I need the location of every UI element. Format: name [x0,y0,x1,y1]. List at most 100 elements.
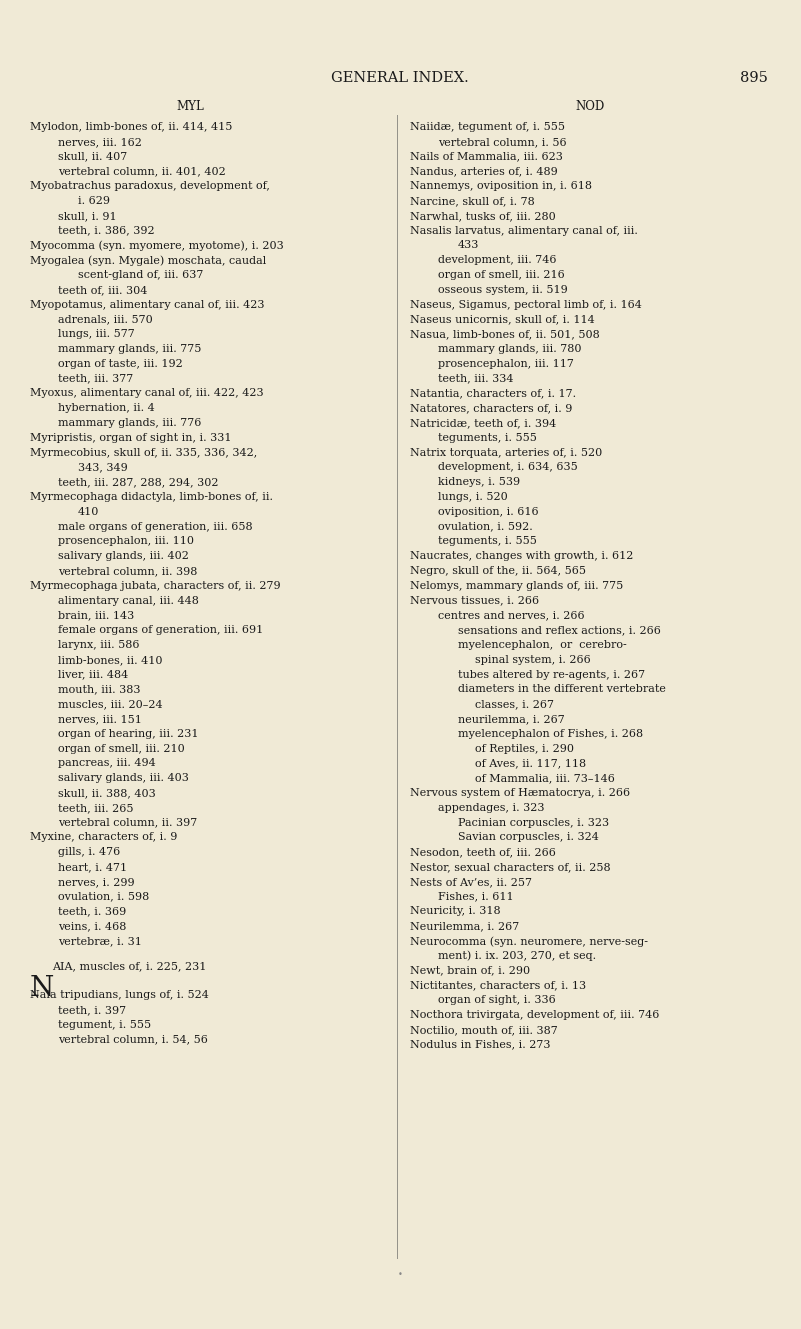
Text: brain, iii. 143: brain, iii. 143 [58,610,135,621]
Text: N: N [30,975,54,1002]
Text: Myrmecophaga didactyla, limb-bones of, ii.: Myrmecophaga didactyla, limb-bones of, i… [30,492,273,502]
Text: nerves, iii. 151: nerves, iii. 151 [58,714,142,724]
Text: hybernation, ii. 4: hybernation, ii. 4 [58,403,155,413]
Text: Nervous system of Hæmatocrya, i. 266: Nervous system of Hæmatocrya, i. 266 [410,788,630,797]
Text: teeth, i. 386, 392: teeth, i. 386, 392 [58,226,155,235]
Text: Myoxus, alimentary canal of, iii. 422, 423: Myoxus, alimentary canal of, iii. 422, 4… [30,388,264,399]
Text: Newt, brain of, i. 290: Newt, brain of, i. 290 [410,966,530,975]
Text: teeth, i. 397: teeth, i. 397 [58,1005,126,1015]
Text: limb-bones, ii. 410: limb-bones, ii. 410 [58,655,163,664]
Text: myelencephalon of Fishes, i. 268: myelencephalon of Fishes, i. 268 [458,728,643,739]
Text: teeth, iii. 265: teeth, iii. 265 [58,803,134,813]
Text: mammary glands, iii. 780: mammary glands, iii. 780 [438,344,582,354]
Text: NOD: NOD [575,101,605,113]
Text: of Aves, ii. 117, 118: of Aves, ii. 117, 118 [475,759,586,768]
Text: prosencephalon, iii. 117: prosencephalon, iii. 117 [438,359,574,369]
Text: vertebral column, ii. 397: vertebral column, ii. 397 [58,817,197,828]
Text: MYL: MYL [176,101,204,113]
Text: of Reptiles, i. 290: of Reptiles, i. 290 [475,744,574,754]
Text: organ of taste, iii. 192: organ of taste, iii. 192 [58,359,183,369]
Text: Nests of Av’es, ii. 257: Nests of Av’es, ii. 257 [410,877,532,886]
Text: 410: 410 [78,506,99,517]
Text: kidneys, i. 539: kidneys, i. 539 [438,477,520,488]
Text: skull, ii. 388, 403: skull, ii. 388, 403 [58,788,155,797]
Text: •: • [398,1271,403,1278]
Text: veins, i. 468: veins, i. 468 [58,921,127,932]
Text: organ of hearing, iii. 231: organ of hearing, iii. 231 [58,728,199,739]
Text: nerves, i. 299: nerves, i. 299 [58,877,135,886]
Text: Natricidæ, teeth of, i. 394: Natricidæ, teeth of, i. 394 [410,419,556,428]
Text: development, i. 634, 635: development, i. 634, 635 [438,462,578,472]
Text: teeth, iii. 287, 288, 294, 302: teeth, iii. 287, 288, 294, 302 [58,477,219,488]
Text: Natantia, characters of, i. 17.: Natantia, characters of, i. 17. [410,388,576,399]
Text: of Mammalia, iii. 73–146: of Mammalia, iii. 73–146 [475,773,615,783]
Text: Neurilemma, i. 267: Neurilemma, i. 267 [410,921,519,932]
Text: mammary glands, iii. 775: mammary glands, iii. 775 [58,344,201,354]
Text: Myogalea (syn. Mygale) moschata, caudal: Myogalea (syn. Mygale) moschata, caudal [30,255,266,266]
Text: Narwhal, tusks of, iii. 280: Narwhal, tusks of, iii. 280 [410,211,556,221]
Text: GENERAL INDEX.: GENERAL INDEX. [331,70,469,85]
Text: ment) i. ix. 203, 270, et seq.: ment) i. ix. 203, 270, et seq. [438,950,596,961]
Text: Natrix torquata, arteries of, i. 520: Natrix torquata, arteries of, i. 520 [410,448,602,457]
Text: teeth, iii. 377: teeth, iii. 377 [58,373,133,384]
Text: Nasalis larvatus, alimentary canal of, iii.: Nasalis larvatus, alimentary canal of, i… [410,226,638,235]
Text: Nandus, arteries of, i. 489: Nandus, arteries of, i. 489 [410,166,557,177]
Text: Fishes, i. 611: Fishes, i. 611 [438,892,513,901]
Text: teeth of, iii. 304: teeth of, iii. 304 [58,284,147,295]
Text: skull, i. 91: skull, i. 91 [58,211,117,221]
Text: vertebræ, i. 31: vertebræ, i. 31 [58,936,142,946]
Text: Nelomys, mammary glands of, iii. 775: Nelomys, mammary glands of, iii. 775 [410,581,623,591]
Text: diameters in the different vertebrate: diameters in the different vertebrate [458,684,666,694]
Text: oviposition, i. 616: oviposition, i. 616 [438,506,538,517]
Text: Mylodon, limb-bones of, ii. 414, 415: Mylodon, limb-bones of, ii. 414, 415 [30,122,232,132]
Text: Natatores, characters of, i. 9: Natatores, characters of, i. 9 [410,403,573,413]
Text: pancreas, iii. 494: pancreas, iii. 494 [58,759,155,768]
Text: Naseus, Sigamus, pectoral limb of, i. 164: Naseus, Sigamus, pectoral limb of, i. 16… [410,299,642,310]
Text: lungs, iii. 577: lungs, iii. 577 [58,330,135,339]
Text: organ of smell, iii. 210: organ of smell, iii. 210 [58,744,185,754]
Text: female organs of generation, iii. 691: female organs of generation, iii. 691 [58,625,264,635]
Text: Nasua, limb-bones of, ii. 501, 508: Nasua, limb-bones of, ii. 501, 508 [410,330,600,339]
Text: teguments, i. 555: teguments, i. 555 [438,433,537,443]
Text: ovulation, i. 592.: ovulation, i. 592. [438,521,533,532]
Text: i. 629: i. 629 [78,195,110,206]
Text: Myobatrachus paradoxus, development of,: Myobatrachus paradoxus, development of, [30,181,270,191]
Text: muscles, iii. 20–24: muscles, iii. 20–24 [58,699,163,710]
Text: liver, iii. 484: liver, iii. 484 [58,670,128,679]
Text: Nails of Mammalia, iii. 623: Nails of Mammalia, iii. 623 [410,152,563,162]
Text: vertebral column, i. 54, 56: vertebral column, i. 54, 56 [58,1034,208,1045]
Text: nerves, iii. 162: nerves, iii. 162 [58,137,142,146]
Text: Nervous tissues, i. 266: Nervous tissues, i. 266 [410,595,539,606]
Text: Myxine, characters of, i. 9: Myxine, characters of, i. 9 [30,832,177,843]
Text: salivary glands, iii. 402: salivary glands, iii. 402 [58,552,189,561]
Text: Nesodon, teeth of, iii. 266: Nesodon, teeth of, iii. 266 [410,847,556,857]
Text: vertebral column, i. 56: vertebral column, i. 56 [438,137,566,146]
Text: myelencephalon,  or  cerebro-: myelencephalon, or cerebro- [458,641,626,650]
Text: Myrmecobius, skull of, ii. 335, 336, 342,: Myrmecobius, skull of, ii. 335, 336, 342… [30,448,257,457]
Text: organ of sight, i. 336: organ of sight, i. 336 [438,995,556,1005]
Text: adrenals, iii. 570: adrenals, iii. 570 [58,315,153,324]
Text: lungs, i. 520: lungs, i. 520 [438,492,508,502]
Text: 343, 349: 343, 349 [78,462,127,472]
Text: larynx, iii. 586: larynx, iii. 586 [58,641,139,650]
Text: 895: 895 [740,70,768,85]
Text: Naia tripudians, lungs of, i. 524: Naia tripudians, lungs of, i. 524 [30,990,209,999]
Text: teguments, i. 555: teguments, i. 555 [438,537,537,546]
Text: gills, i. 476: gills, i. 476 [58,847,120,857]
Text: Naiidæ, tegument of, i. 555: Naiidæ, tegument of, i. 555 [410,122,565,132]
Text: 433: 433 [458,241,479,250]
Text: skull, ii. 407: skull, ii. 407 [58,152,127,162]
Text: prosencephalon, iii. 110: prosencephalon, iii. 110 [58,537,194,546]
Text: male organs of generation, iii. 658: male organs of generation, iii. 658 [58,521,252,532]
Text: osseous system, ii. 519: osseous system, ii. 519 [438,284,568,295]
Text: teeth, iii. 334: teeth, iii. 334 [438,373,513,384]
Text: scent-gland of, iii. 637: scent-gland of, iii. 637 [78,270,203,280]
Text: Noctilio, mouth of, iii. 387: Noctilio, mouth of, iii. 387 [410,1025,557,1035]
Text: classes, i. 267: classes, i. 267 [475,699,554,710]
Text: Nictitantes, characters of, i. 13: Nictitantes, characters of, i. 13 [410,981,586,990]
Text: Myripristis, organ of sight in, i. 331: Myripristis, organ of sight in, i. 331 [30,433,231,443]
Text: Myocomma (syn. myomere, myotome), i. 203: Myocomma (syn. myomere, myotome), i. 203 [30,241,284,251]
Text: centres and nerves, i. 266: centres and nerves, i. 266 [438,610,585,621]
Text: tubes altered by re-agents, i. 267: tubes altered by re-agents, i. 267 [458,670,645,679]
Text: salivary glands, iii. 403: salivary glands, iii. 403 [58,773,189,783]
